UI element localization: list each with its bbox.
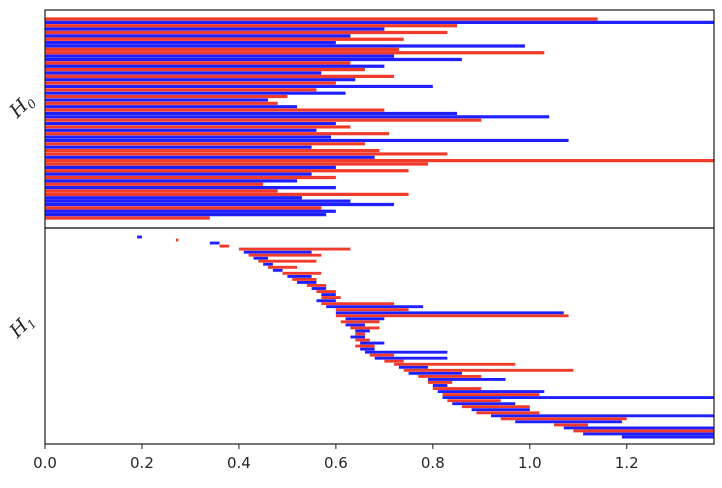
panel-h1-label: H1 [5, 309, 40, 344]
panel-h0-bars [45, 17, 714, 220]
panel-h0-label: H0 [5, 89, 40, 124]
x-tick-label-4: 0.8 [421, 454, 445, 472]
x-tick-label-5: 1.0 [518, 454, 542, 472]
x-tick-label-0: 0.0 [33, 454, 57, 472]
x-tick-label-2: 0.4 [227, 454, 251, 472]
panel-h1-frame [44, 227, 715, 445]
x-tick-label-1: 0.2 [130, 454, 154, 472]
panel-h1-bars [137, 235, 714, 439]
x-axis: 0.0 0.2 0.4 0.6 0.8 1.0 1.2 [33, 444, 639, 472]
x-tick-label-3: 0.6 [324, 454, 348, 472]
x-tick-label-6: 1.2 [615, 454, 639, 472]
